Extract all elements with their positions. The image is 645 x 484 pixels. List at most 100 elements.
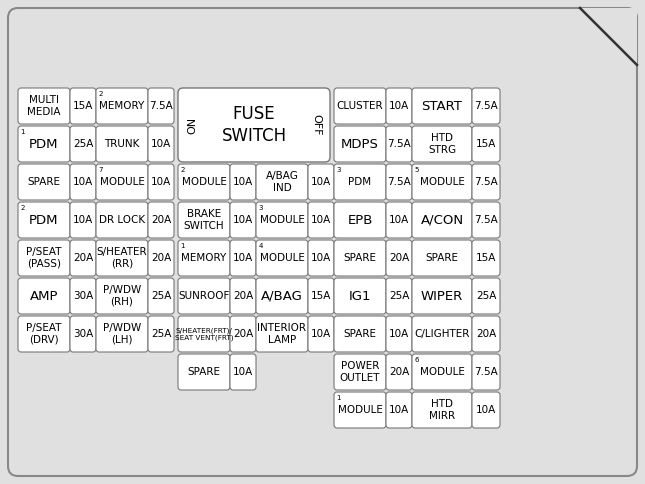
Text: 1: 1 bbox=[181, 243, 185, 249]
Text: 20A: 20A bbox=[476, 329, 496, 339]
Text: 1: 1 bbox=[337, 395, 341, 401]
Text: C/LIGHTER: C/LIGHTER bbox=[414, 329, 470, 339]
Text: MODULE: MODULE bbox=[419, 177, 464, 187]
Text: 25A: 25A bbox=[151, 291, 171, 301]
FancyBboxPatch shape bbox=[70, 88, 96, 124]
Text: 7.5A: 7.5A bbox=[387, 139, 411, 149]
Text: POWER
OUTLET: POWER OUTLET bbox=[340, 361, 381, 383]
Text: S/HEATER(FRT)/
SEAT VENT(FRT): S/HEATER(FRT)/ SEAT VENT(FRT) bbox=[175, 327, 233, 341]
FancyBboxPatch shape bbox=[472, 88, 500, 124]
Text: S/HEATER
(RR): S/HEATER (RR) bbox=[97, 247, 147, 269]
Text: 20A: 20A bbox=[151, 253, 171, 263]
FancyBboxPatch shape bbox=[386, 164, 412, 200]
Text: 10A: 10A bbox=[233, 177, 253, 187]
Text: MODULE: MODULE bbox=[259, 253, 304, 263]
Text: A/BAG
IND: A/BAG IND bbox=[266, 171, 299, 193]
Text: P/SEAT
(PASS): P/SEAT (PASS) bbox=[26, 247, 62, 269]
Text: FUSE
SWITCH: FUSE SWITCH bbox=[221, 105, 286, 145]
FancyBboxPatch shape bbox=[386, 354, 412, 390]
FancyBboxPatch shape bbox=[386, 392, 412, 428]
Text: 20A: 20A bbox=[389, 367, 409, 377]
FancyBboxPatch shape bbox=[18, 316, 70, 352]
FancyBboxPatch shape bbox=[178, 278, 230, 314]
Text: 10A: 10A bbox=[389, 215, 409, 225]
FancyBboxPatch shape bbox=[178, 202, 230, 238]
Text: 15A: 15A bbox=[476, 139, 496, 149]
Text: SUNROOF: SUNROOF bbox=[178, 291, 230, 301]
FancyBboxPatch shape bbox=[256, 202, 308, 238]
FancyBboxPatch shape bbox=[256, 240, 308, 276]
FancyBboxPatch shape bbox=[230, 278, 256, 314]
FancyBboxPatch shape bbox=[412, 316, 472, 352]
Text: 10A: 10A bbox=[389, 101, 409, 111]
Text: 2: 2 bbox=[99, 91, 103, 97]
FancyBboxPatch shape bbox=[412, 126, 472, 162]
Text: HTD
STRG: HTD STRG bbox=[428, 133, 456, 155]
Text: 3: 3 bbox=[259, 205, 263, 211]
Text: 10A: 10A bbox=[311, 329, 331, 339]
FancyBboxPatch shape bbox=[96, 88, 148, 124]
Text: MODULE: MODULE bbox=[259, 215, 304, 225]
FancyBboxPatch shape bbox=[96, 126, 148, 162]
Text: 10A: 10A bbox=[73, 177, 93, 187]
FancyBboxPatch shape bbox=[412, 240, 472, 276]
FancyBboxPatch shape bbox=[334, 392, 386, 428]
Text: MODULE: MODULE bbox=[419, 367, 464, 377]
Text: HTD
MIRR: HTD MIRR bbox=[429, 399, 455, 421]
Text: 20A: 20A bbox=[151, 215, 171, 225]
FancyBboxPatch shape bbox=[334, 240, 386, 276]
Text: PDM: PDM bbox=[29, 137, 59, 151]
Text: SPARE: SPARE bbox=[188, 367, 221, 377]
Text: 25A: 25A bbox=[73, 139, 93, 149]
FancyBboxPatch shape bbox=[18, 164, 70, 200]
Text: IG1: IG1 bbox=[349, 289, 372, 302]
Text: 30A: 30A bbox=[73, 329, 93, 339]
FancyBboxPatch shape bbox=[334, 164, 386, 200]
Text: A/CON: A/CON bbox=[421, 213, 464, 227]
FancyBboxPatch shape bbox=[18, 240, 70, 276]
FancyBboxPatch shape bbox=[386, 278, 412, 314]
Polygon shape bbox=[580, 8, 637, 65]
FancyBboxPatch shape bbox=[412, 278, 472, 314]
Text: START: START bbox=[422, 100, 462, 112]
Text: 7.5A: 7.5A bbox=[149, 101, 173, 111]
Text: 10A: 10A bbox=[233, 253, 253, 263]
FancyBboxPatch shape bbox=[308, 202, 334, 238]
Text: 7.5A: 7.5A bbox=[474, 367, 498, 377]
Text: 2: 2 bbox=[21, 205, 25, 211]
Text: 20A: 20A bbox=[389, 253, 409, 263]
Text: CLUSTER: CLUSTER bbox=[337, 101, 383, 111]
Text: 10A: 10A bbox=[233, 215, 253, 225]
FancyBboxPatch shape bbox=[472, 240, 500, 276]
Text: 10A: 10A bbox=[389, 405, 409, 415]
Text: 6: 6 bbox=[415, 357, 419, 363]
FancyBboxPatch shape bbox=[412, 202, 472, 238]
Text: 15A: 15A bbox=[476, 253, 496, 263]
Text: 7.5A: 7.5A bbox=[474, 215, 498, 225]
FancyBboxPatch shape bbox=[148, 240, 174, 276]
Text: 7.5A: 7.5A bbox=[387, 177, 411, 187]
FancyBboxPatch shape bbox=[18, 202, 70, 238]
FancyBboxPatch shape bbox=[412, 392, 472, 428]
Text: 7.5A: 7.5A bbox=[474, 177, 498, 187]
FancyBboxPatch shape bbox=[8, 8, 637, 476]
FancyBboxPatch shape bbox=[472, 354, 500, 390]
Text: A/BAG: A/BAG bbox=[261, 289, 303, 302]
FancyBboxPatch shape bbox=[386, 240, 412, 276]
FancyBboxPatch shape bbox=[178, 354, 230, 390]
FancyBboxPatch shape bbox=[472, 164, 500, 200]
Text: 1: 1 bbox=[21, 129, 25, 135]
FancyBboxPatch shape bbox=[386, 202, 412, 238]
FancyBboxPatch shape bbox=[230, 354, 256, 390]
Text: 10A: 10A bbox=[151, 139, 171, 149]
Text: WIPER: WIPER bbox=[421, 289, 463, 302]
FancyBboxPatch shape bbox=[386, 126, 412, 162]
FancyBboxPatch shape bbox=[308, 240, 334, 276]
Text: AMP: AMP bbox=[30, 289, 58, 302]
Text: MODULE: MODULE bbox=[99, 177, 144, 187]
Text: P/SEAT
(DRV): P/SEAT (DRV) bbox=[26, 323, 62, 345]
FancyBboxPatch shape bbox=[96, 240, 148, 276]
Text: MEMORY: MEMORY bbox=[99, 101, 144, 111]
Text: 10A: 10A bbox=[311, 177, 331, 187]
Text: 30A: 30A bbox=[73, 291, 93, 301]
